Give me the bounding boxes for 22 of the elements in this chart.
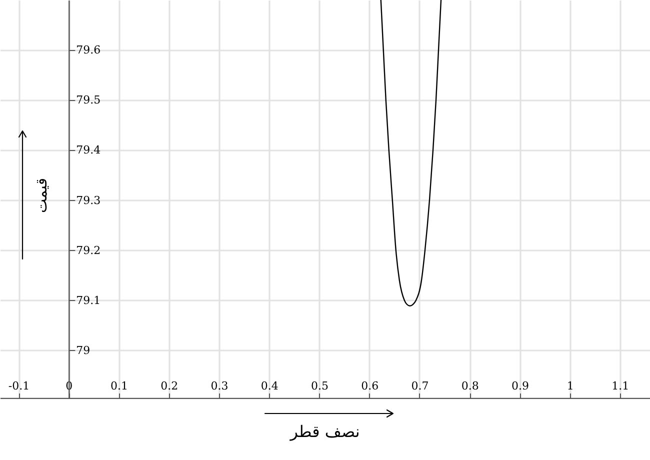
x-tick-label: 0.4 — [260, 380, 278, 392]
x-tick-label: 0.6 — [361, 380, 379, 392]
y-tick-label: 79 — [76, 344, 90, 357]
x-tick-label: 0.8 — [461, 380, 479, 392]
x-tick-label: 0.7 — [411, 380, 429, 392]
y-tick-label: 79.1 — [76, 294, 101, 307]
y-tick-label: 79.2 — [76, 244, 101, 257]
x-tick-label: 1.1 — [612, 380, 630, 392]
y-tick-label: 79.3 — [76, 194, 101, 207]
x-tick-label: 0.1 — [110, 380, 128, 392]
y-tick-label: 79.4 — [76, 144, 101, 157]
x-tick-label: 0.2 — [160, 380, 178, 392]
x-tick-label: 0.5 — [310, 380, 328, 392]
x-tick-label: 0.3 — [210, 380, 228, 392]
x-tick-label: 1 — [566, 380, 574, 392]
x-tick-label: 0.9 — [511, 380, 529, 392]
y-tick-label: 79.6 — [76, 44, 101, 57]
y-tick-label: 79.5 — [76, 94, 101, 107]
x-tick-label: -0.1 — [8, 380, 30, 392]
y-axis-title: قیمت — [32, 178, 50, 214]
x-axis-title: نصف قطر — [288, 421, 361, 443]
line-series — [380, 0, 442, 306]
